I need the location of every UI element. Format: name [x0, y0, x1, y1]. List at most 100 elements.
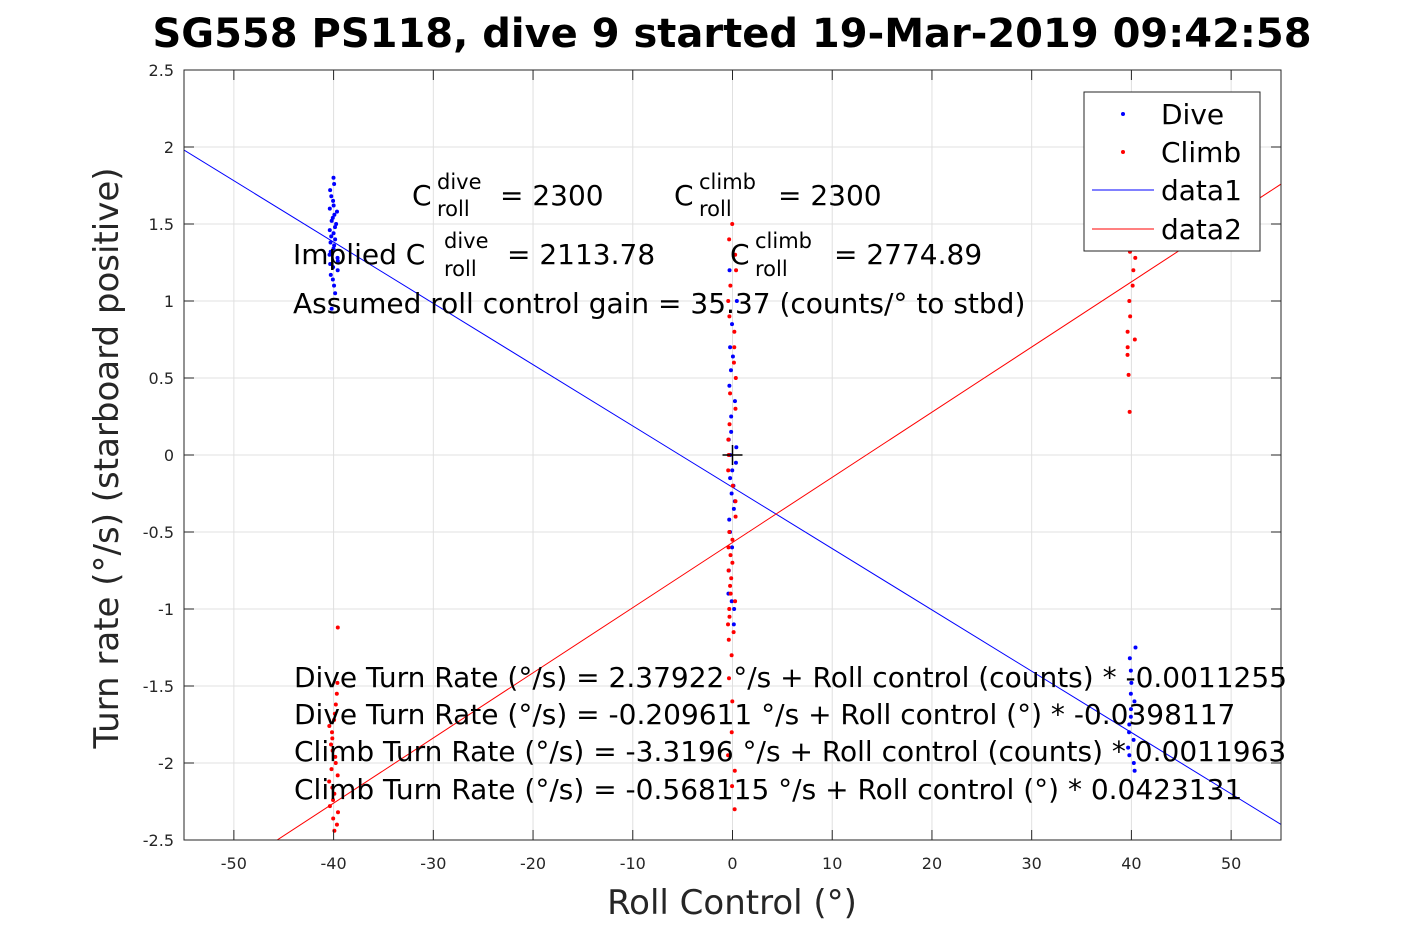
y-tick-label: 1.5	[149, 215, 174, 234]
implied-dive-sup: dive	[444, 229, 489, 253]
implied-dive-value: = 2113.78	[507, 238, 655, 271]
legend-dive-marker	[1121, 112, 1125, 116]
point-climb	[726, 676, 731, 681]
point-climb	[1125, 352, 1130, 357]
point-dive	[734, 445, 739, 450]
point-climb	[726, 622, 731, 627]
c-roll-dive-annotation: C dive roll = 2300	[412, 170, 604, 221]
point-dive	[729, 599, 734, 604]
point-dive	[331, 246, 336, 251]
x-tick-label: 50	[1221, 854, 1241, 873]
x-tick-label: -40	[321, 854, 347, 873]
point-climb	[728, 391, 733, 396]
point-dive	[1132, 699, 1137, 704]
point-dive	[328, 262, 333, 267]
point-climb	[332, 828, 337, 833]
point-dive	[333, 225, 338, 230]
point-dive	[328, 272, 333, 277]
point-climb	[726, 299, 731, 303]
point-climb	[1127, 409, 1132, 414]
chart-title: SG558 PS118, dive 9 started 19-Mar-2019 …	[152, 11, 1311, 57]
point-dive	[728, 368, 733, 373]
point-dive	[332, 212, 337, 217]
point-climb	[1128, 314, 1133, 319]
point-climb	[334, 822, 339, 827]
point-climb	[731, 630, 736, 635]
point-climb	[729, 730, 734, 735]
point-climb	[327, 724, 332, 729]
y-tick-label: -0.5	[143, 523, 174, 542]
point-climb	[733, 376, 738, 380]
point-climb	[327, 779, 332, 784]
point-climb	[335, 625, 340, 630]
point-climb	[726, 637, 731, 642]
point-dive	[728, 476, 733, 481]
point-dive	[1127, 656, 1132, 661]
point-climb	[332, 711, 337, 716]
c-roll-dive-value: = 2300	[500, 179, 604, 212]
point-climb	[726, 437, 731, 442]
point-dive	[329, 306, 334, 311]
y-tick-label: 0.5	[149, 369, 174, 388]
point-climb	[1125, 329, 1130, 334]
point-dive	[1128, 714, 1133, 719]
legend-entry-data1: data1	[1092, 174, 1242, 207]
y-tick-label: -1	[158, 600, 174, 619]
roll-gain-annotation: Assumed roll control gain = 35.37 (count…	[293, 287, 1025, 320]
legend-data2-label: data2	[1161, 213, 1242, 246]
point-dive	[732, 399, 737, 404]
point-climb	[333, 754, 338, 759]
c-roll-climb-annotation: C climb roll = 2300	[674, 170, 882, 221]
point-dive	[1133, 645, 1138, 650]
point-climb	[732, 768, 737, 773]
point-climb	[728, 553, 733, 558]
point-dive	[729, 491, 734, 496]
c-roll-climb-sup: climb	[699, 170, 756, 194]
point-climb	[727, 314, 732, 319]
point-climb	[726, 468, 731, 473]
point-dive	[332, 243, 337, 248]
point-climb	[733, 406, 738, 411]
legend-climb-label: Climb	[1161, 136, 1241, 169]
x-tick-label: -30	[420, 854, 446, 873]
c-roll-climb-sub: roll	[699, 197, 732, 221]
implied-climb-symbol: C	[730, 238, 750, 271]
point-climb	[728, 283, 733, 288]
point-dive	[334, 222, 339, 226]
y-tick-label: 0	[164, 446, 174, 465]
point-climb	[732, 329, 737, 334]
point-dive	[729, 429, 734, 434]
implied-c-roll-annotation: Implied C dive roll = 2113.78 C climb ro…	[293, 229, 982, 281]
equation-dive-counts: Dive Turn Rate (°/s) = 2.37922 °/s + Rol…	[294, 661, 1287, 694]
point-dive	[333, 291, 338, 296]
point-climb	[731, 360, 736, 365]
point-climb	[330, 785, 335, 790]
data-points	[327, 175, 1138, 833]
point-climb	[727, 607, 732, 611]
point-climb	[730, 560, 735, 565]
point-climb	[335, 680, 340, 685]
point-climb	[733, 499, 738, 504]
point-climb	[733, 252, 738, 257]
point-climb	[1127, 299, 1132, 303]
point-climb	[1132, 337, 1137, 342]
point-dive	[730, 354, 735, 359]
point-dive	[327, 206, 332, 211]
point-climb	[733, 514, 738, 519]
point-dive	[1131, 761, 1136, 765]
fit-line-data2	[276, 183, 1281, 840]
point-climb	[727, 422, 732, 427]
point-dive	[1126, 745, 1131, 750]
point-climb	[1133, 255, 1138, 260]
point-dive	[727, 517, 732, 522]
origin-marker	[722, 445, 743, 465]
implied-climb-sup: climb	[755, 229, 812, 253]
legend-entry-dive: Dive	[1121, 98, 1224, 131]
point-dive	[730, 322, 735, 327]
point-dive	[331, 198, 336, 203]
point-climb	[1130, 283, 1135, 288]
legend: Dive Climb data1 data2	[1083, 91, 1261, 252]
x-axis-label: Roll Control (°)	[607, 883, 857, 923]
point-climb	[727, 237, 732, 242]
point-dive	[327, 228, 332, 233]
